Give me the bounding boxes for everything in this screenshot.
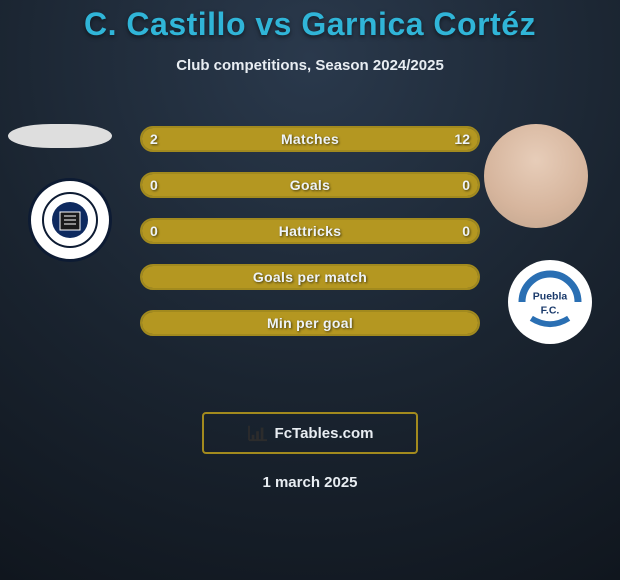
club-right-logo: Puebla F.C. [508,260,592,344]
club-left-logo-svg [40,190,100,250]
page-title: C. Castillo vs Garnica Cortéz [0,0,620,43]
stats-container: Matches212Goals00Hattricks00Goals per ma… [140,126,480,356]
stat-value-left: 2 [140,126,168,152]
stat-value-right: 0 [452,172,480,198]
svg-text:F.C.: F.C. [541,305,560,317]
stat-value-left: 0 [140,218,168,244]
stat-row: Hattricks0 0 [140,218,480,244]
stat-row: Goals0 0 [140,172,480,198]
club-left-badge [20,178,120,262]
stat-label: Goals per match [140,264,480,290]
source-badge: FcTables.com [202,412,418,454]
stat-label: Matches [140,126,480,152]
stat-label: Min per goal [140,310,480,336]
stat-row: Goals per match [140,264,480,290]
player-left-avatar [8,124,112,148]
stat-value-left: 0 [140,172,168,198]
stat-value-right: 0 [452,218,480,244]
club-right-badge: Puebla F.C. [500,260,600,344]
stat-row: Matches2 12 [140,126,480,152]
stat-row: Min per goal [140,310,480,336]
club-right-logo-svg: Puebla F.C. [515,267,585,337]
date-label: 1 march 2025 [0,474,620,491]
club-left-logo [28,178,112,262]
stat-value-right: 12 [444,126,480,152]
svg-text:Puebla: Puebla [533,291,568,303]
stat-label: Goals [140,172,480,198]
source-label: FcTables.com [275,425,374,442]
comparison-card: C. Castillo vs Garnica Cortéz Club compe… [0,0,620,580]
chart-icon [247,424,269,442]
stat-label: Hattricks [140,218,480,244]
subtitle: Club competitions, Season 2024/2025 [0,57,620,74]
player-right-avatar [484,124,588,228]
